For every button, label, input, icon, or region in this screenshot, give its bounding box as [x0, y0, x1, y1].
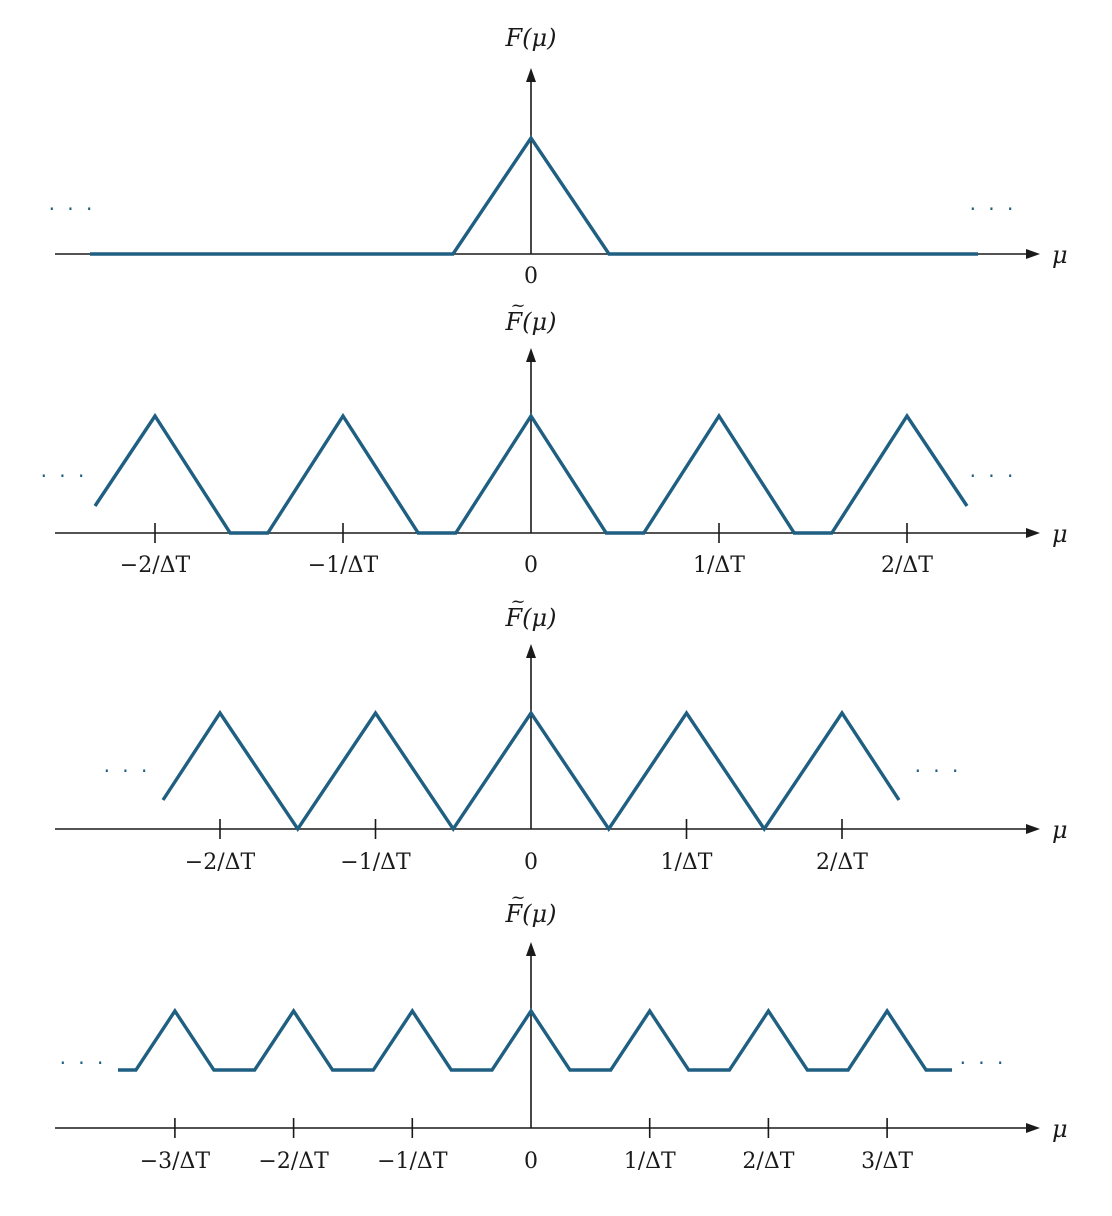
panel-2: F(μ)~ μ 0 −2/ΔT −1/ΔT 1/ΔT 2/ΔT · · · · · · [41, 295, 1068, 578]
ellipsis-left: · · · [104, 759, 151, 783]
x-tick-label: −1/ΔT [308, 553, 379, 578]
x-tick-label: −1/ΔT [377, 1149, 448, 1174]
y-axis-label: F(μ) [505, 308, 557, 336]
x-tick-label: 1/ΔT [624, 1149, 676, 1174]
spectrum-curve [93, 412, 969, 535]
spectrum-curve [118, 1007, 952, 1072]
origin-label: 0 [524, 553, 538, 578]
x-axis-label: μ [1052, 816, 1068, 844]
spectrum-curve [90, 134, 978, 256]
y-axis-arrow-icon [526, 644, 536, 658]
x-axis-label: μ [1052, 241, 1068, 269]
x-tick-label: 3/ΔT [861, 1149, 913, 1174]
origin-label: 0 [524, 264, 538, 289]
y-axis-label: F(μ) [505, 24, 557, 52]
tilde-mark: ~ [510, 591, 525, 612]
tilde-mark: ~ [510, 295, 525, 316]
x-axis-arrow-icon [1026, 249, 1040, 259]
x-tick-label: 2/ΔT [816, 850, 868, 875]
x-axis-label: μ [1052, 520, 1068, 548]
x-tick-label: −2/ΔT [120, 553, 191, 578]
ellipsis-right: · · · [915, 759, 962, 783]
x-tick-label: −1/ΔT [340, 850, 411, 875]
ellipsis-left: · · · [60, 1051, 107, 1075]
x-axis-arrow-icon [1026, 1123, 1040, 1133]
panel-4: F(μ)~ μ 0 −3/ΔT −2/ΔT −1/ΔT 1/ΔT 2/ΔT 3/ΔT · · · ·… [55, 887, 1068, 1174]
origin-label: 0 [524, 1149, 538, 1174]
x-tick-label: −2/ΔT [185, 850, 256, 875]
spectrum-curve [161, 709, 901, 833]
x-tick-label: 1/ΔT [661, 850, 713, 875]
ellipsis-left: · · · [41, 464, 88, 488]
y-axis-arrow-icon [526, 348, 536, 362]
ellipsis-right: · · · [960, 1051, 1007, 1075]
y-axis-label: F(μ) [505, 900, 557, 928]
ellipsis-right: · · · [970, 197, 1017, 221]
x-tick-label: 2/ΔT [881, 553, 933, 578]
tilde-mark: ~ [510, 887, 525, 908]
x-axis-label: μ [1052, 1115, 1068, 1143]
panel-3: F(μ)~ μ 0 −2/ΔT −1/ΔT 1/ΔT 2/ΔT · · · · · · [55, 591, 1068, 875]
x-tick-label: 2/ΔT [742, 1149, 794, 1174]
x-axis-arrow-icon [1026, 528, 1040, 538]
ellipsis-right: · · · [970, 464, 1017, 488]
y-axis-arrow-icon [526, 68, 536, 82]
x-tick-label: −2/ΔT [258, 1149, 329, 1174]
x-axis-arrow-icon [1026, 824, 1040, 834]
origin-label: 0 [524, 850, 538, 875]
panel-1: F(μ) μ 0 · · · · · · [49, 24, 1068, 289]
x-tick-label: 1/ΔT [693, 553, 745, 578]
y-axis-label: F(μ) [505, 604, 557, 632]
x-tick-label: −3/ΔT [140, 1149, 211, 1174]
ellipsis-left: · · · [49, 197, 96, 221]
y-axis-arrow-icon [526, 942, 536, 956]
